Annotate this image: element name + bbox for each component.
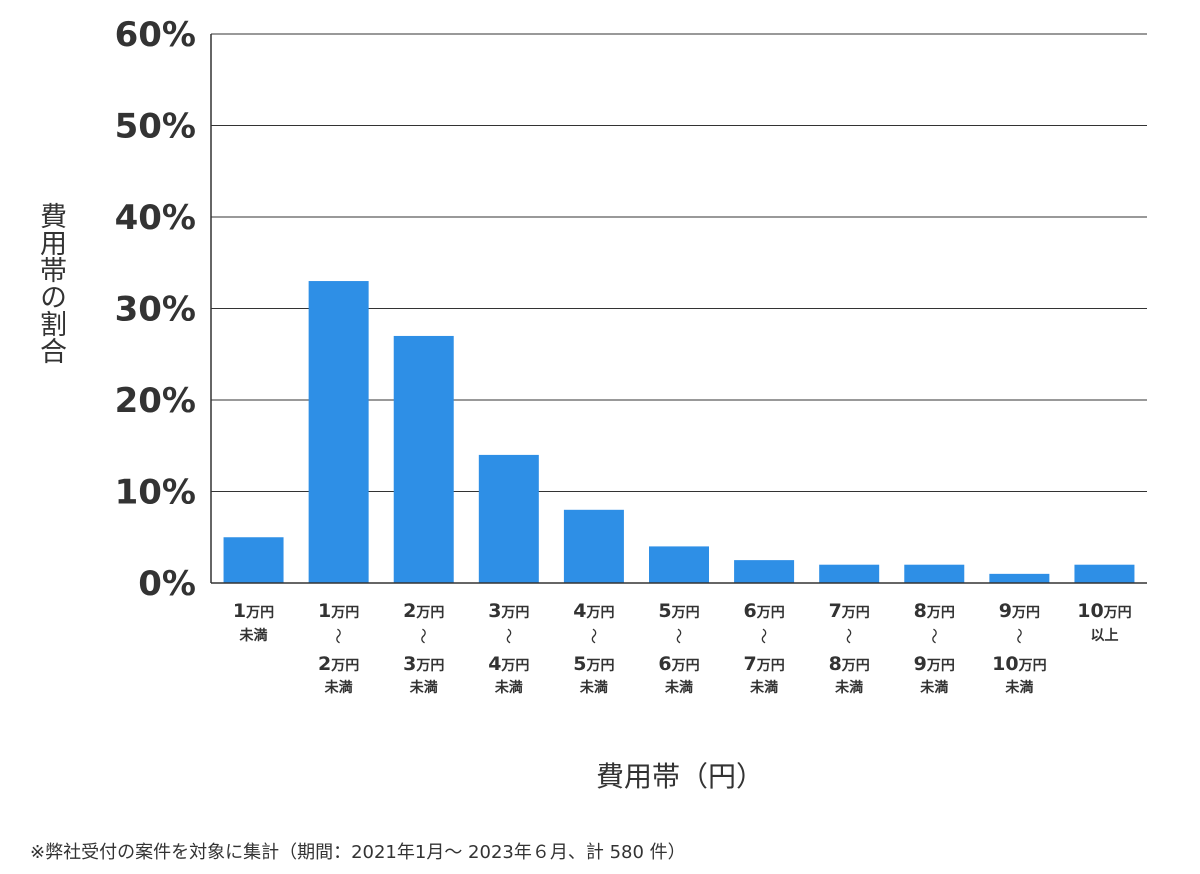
y-tick-label: 10% <box>115 473 196 513</box>
x-tick-label-line: 5万円 <box>573 653 614 675</box>
x-tick-label-separator: 〜 <box>414 628 433 644</box>
x-tick-label-line: 1万円 <box>318 600 359 622</box>
x-tick-label-line: 10万円 <box>1077 600 1131 622</box>
x-tick-label-separator: 〜 <box>924 628 943 644</box>
x-tick-label-suffix: 未満 <box>665 679 693 696</box>
bar <box>223 537 284 583</box>
x-tick-label-separator: 〜 <box>584 628 603 644</box>
x-tick-label-separator: 〜 <box>839 628 858 644</box>
x-tick-label-suffix: 未満 <box>750 679 778 696</box>
y-tick-label: 40% <box>115 198 196 238</box>
x-tick-label-line: 2万円 <box>403 600 444 622</box>
y-axis-label: 費用帯の割合 <box>35 202 66 364</box>
x-tick-label-line: 7万円 <box>743 653 784 675</box>
y-tick-label: 30% <box>115 290 196 330</box>
x-axis-label: 費用帯（円） <box>595 760 764 793</box>
axes <box>210 34 1147 584</box>
y-tick-label: 50% <box>115 107 196 147</box>
x-tick-label-line: 3万円 <box>488 600 529 622</box>
x-tick-label-line: 9万円 <box>999 600 1040 622</box>
x-tick-label-suffix: 未満 <box>835 679 863 696</box>
x-tick-label-line: 2万円 <box>318 653 359 675</box>
x-axis-ticks: 1万円未満1万円〜2万円未満2万円〜3万円未満3万円〜4万円未満4万円〜5万円未… <box>233 600 1132 696</box>
bar <box>819 564 880 583</box>
bar <box>1074 564 1135 583</box>
x-tick-label-line: 10万円 <box>992 653 1046 675</box>
x-tick-label-suffix: 未満 <box>240 627 268 644</box>
bar <box>393 335 454 583</box>
x-tick-label-line: 5万円 <box>658 600 699 622</box>
x-tick-label-suffix: 未満 <box>325 679 353 696</box>
bar <box>989 573 1050 583</box>
x-tick-label-line: 1万円 <box>233 600 274 622</box>
x-tick-label-line: 3万円 <box>403 653 444 675</box>
x-tick-label-line: 6万円 <box>743 600 784 622</box>
x-tick-label-suffix: 未満 <box>580 679 608 696</box>
x-tick-label-separator: 〜 <box>754 628 773 644</box>
x-tick-label-line: 9万円 <box>914 653 955 675</box>
y-tick-label: 20% <box>115 381 196 421</box>
x-tick-label-line: 8万円 <box>914 600 955 622</box>
x-tick-label-suffix: 以上 <box>1090 628 1118 644</box>
bar <box>734 560 795 583</box>
y-tick-label: 60% <box>115 15 196 55</box>
x-tick-label-separator: 〜 <box>1009 628 1028 644</box>
footnote: ※弊社受付の案件を対象に集計（期間：2021年1月～ 2023年６月、計 580… <box>30 842 686 863</box>
x-tick-label-line: 4万円 <box>488 653 529 675</box>
x-tick-label-suffix: 未満 <box>495 679 523 696</box>
y-axis-ticks: 0% 10% 20% 30% 40% 50% 60% <box>115 15 196 604</box>
bar <box>649 546 709 583</box>
x-tick-label-separator: 〜 <box>669 628 688 644</box>
bar <box>904 564 965 583</box>
x-tick-label-line: 7万円 <box>829 600 870 622</box>
x-tick-label-separator: 〜 <box>329 628 348 644</box>
x-tick-label-separator: 〜 <box>499 628 518 644</box>
x-tick-label-line: 8万円 <box>829 653 870 675</box>
x-tick-label-suffix: 未満 <box>410 679 438 696</box>
bar <box>563 509 624 583</box>
y-tick-label: 0% <box>138 564 196 604</box>
x-tick-label-suffix: 未満 <box>920 679 948 696</box>
bars <box>223 281 1135 583</box>
bar <box>478 454 539 583</box>
x-tick-label-line: 6万円 <box>658 653 699 675</box>
x-tick-label-suffix: 未満 <box>1005 679 1033 696</box>
x-tick-label-line: 4万円 <box>573 600 614 622</box>
bar <box>308 281 369 583</box>
